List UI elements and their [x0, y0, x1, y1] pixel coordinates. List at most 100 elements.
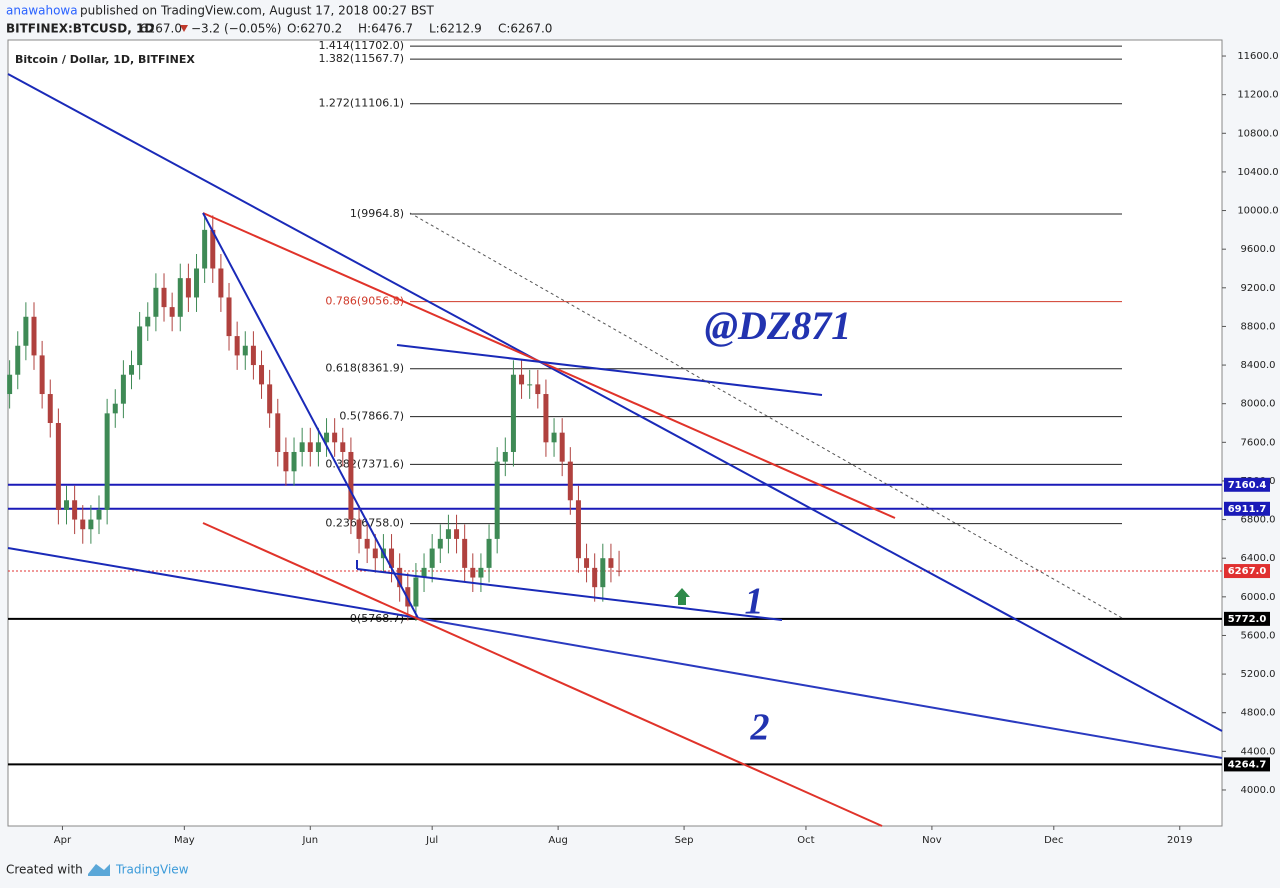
- candle-body: [445, 529, 451, 539]
- trend-line: [202, 522, 883, 827]
- plot-area: [7, 39, 1223, 827]
- candle-body: [389, 548, 395, 568]
- candle-body: [527, 384, 533, 386]
- candle-body: [535, 384, 541, 395]
- drawings: [7, 73, 1223, 827]
- up-arrow: [674, 588, 690, 605]
- fib-label: 0.382(7371.6): [325, 457, 404, 470]
- y-tick-label: 10400.0: [1237, 167, 1278, 178]
- y-tick-label: 6000.0: [1241, 592, 1276, 603]
- y-tick-label: 9200.0: [1241, 283, 1276, 294]
- candle-body: [39, 355, 45, 395]
- candle-body: [64, 500, 70, 510]
- candle-body: [364, 538, 370, 549]
- candle-body: [47, 394, 53, 424]
- fib-label: 0.786(9056.8): [325, 295, 404, 308]
- candle-body: [72, 500, 78, 520]
- candle-body: [584, 558, 590, 568]
- price-badge-label: 6911.7: [1228, 504, 1267, 515]
- candle-body: [332, 432, 338, 443]
- candle-body: [153, 287, 159, 317]
- candle-body: [185, 278, 191, 298]
- candle-body: [567, 461, 573, 501]
- candle-body: [315, 442, 321, 452]
- chart-title: Bitcoin / Dollar, 1D, BITFINEX: [15, 53, 195, 66]
- candle-body: [413, 577, 419, 607]
- x-tick-label: Jul: [425, 835, 438, 846]
- trend-line: [7, 547, 419, 619]
- fib-label: 0.618(8361.9): [325, 362, 404, 375]
- price-badge-label: 5772.0: [1228, 614, 1267, 625]
- candle-body: [137, 326, 143, 366]
- candle-body: [55, 423, 61, 510]
- wave-label: 1: [745, 581, 764, 623]
- candle-body: [210, 229, 216, 269]
- y-tick-label: 6800.0: [1241, 515, 1276, 526]
- trend-line: [356, 568, 783, 621]
- y-tick-label: 5600.0: [1241, 630, 1276, 641]
- trend-line: [7, 73, 1223, 732]
- candle-body: [543, 394, 549, 443]
- fib-label: 1.414(11702.0): [318, 39, 404, 52]
- y-tick-label: 7600.0: [1241, 437, 1276, 448]
- fib-trend: [409, 212, 1123, 619]
- y-tick-label: 10000.0: [1237, 206, 1278, 217]
- candle-body: [145, 316, 151, 327]
- candle-body: [31, 316, 37, 356]
- candle-body: [600, 558, 606, 588]
- fib-label: 1(9964.8): [350, 207, 404, 220]
- candle-body: [242, 345, 248, 356]
- x-tick-label: Nov: [922, 835, 942, 846]
- candle-body: [161, 287, 167, 308]
- candle-body: [324, 432, 330, 443]
- x-tick-label: May: [174, 835, 195, 846]
- candle-body: [486, 538, 492, 568]
- trend-line: [417, 617, 1223, 759]
- candle-body: [259, 365, 265, 385]
- candle-body: [616, 570, 622, 572]
- x-tick-label: Dec: [1044, 835, 1063, 846]
- candle-body: [575, 500, 581, 559]
- candle-body: [494, 461, 500, 539]
- y-tick-label: 4000.0: [1241, 785, 1276, 796]
- brand[interactable]: TradingView: [115, 863, 189, 877]
- candle-body: [307, 442, 313, 452]
- author[interactable]: anawahowa: [6, 4, 78, 18]
- y-tick-label: 6400.0: [1241, 553, 1276, 564]
- candles: [7, 215, 622, 621]
- axes: 4000.0 4400.0 4800.0 5200.0 5600.0 6000.0 6400…: [54, 51, 1279, 846]
- candle-body: [356, 519, 362, 539]
- price-badge: [1224, 501, 1270, 516]
- y-tick-label: 8800.0: [1241, 321, 1276, 332]
- candle-body: [194, 268, 200, 298]
- candle-body: [96, 509, 102, 520]
- high: H:6476.7: [358, 22, 413, 36]
- candle-body: [88, 519, 94, 530]
- levels: 1.414(11702.0)1.382(11567.7) 1.272(11106.…: [8, 39, 1222, 766]
- x-tick-label: Aug: [548, 835, 568, 846]
- candle-body: [608, 558, 614, 568]
- candle-body: [250, 345, 256, 366]
- candle-body: [226, 297, 232, 337]
- candle-body: [421, 567, 427, 578]
- low: L:6212.9: [429, 22, 482, 36]
- y-tick-label: 9600.0: [1241, 244, 1276, 255]
- candle-body: [592, 567, 598, 588]
- candle-body: [120, 374, 126, 404]
- candle-body: [340, 442, 346, 452]
- price-badge-label: 6267.0: [1228, 566, 1267, 577]
- candle-body: [267, 384, 273, 414]
- footer-text: Created with: [6, 863, 83, 877]
- fib-label: 0.236(6758.0): [325, 517, 404, 530]
- candle-body: [559, 432, 565, 462]
- trend-line: [202, 212, 419, 619]
- candle-body: [104, 413, 110, 510]
- price-badge: [1224, 611, 1270, 626]
- candle-body: [7, 374, 13, 395]
- price-badge: [1224, 757, 1270, 772]
- price-badge: [1224, 564, 1270, 579]
- y-tick-label: 4400.0: [1241, 746, 1276, 757]
- candle-body: [234, 336, 240, 356]
- y-tick-label: 11200.0: [1237, 90, 1278, 101]
